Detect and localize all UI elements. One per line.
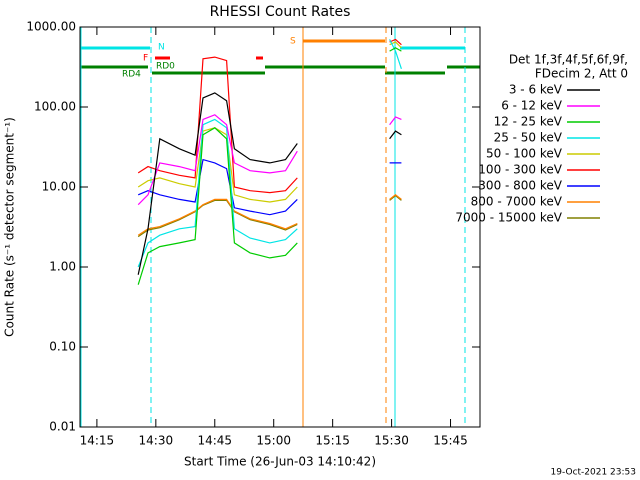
series-line: [137, 38, 402, 194]
series-line: [137, 92, 402, 275]
flag-label: F: [143, 54, 148, 64]
y-tick-label: 10.00: [42, 180, 76, 194]
x-axis-label: Start Time (26-Jun-03 14:10:42): [184, 455, 376, 469]
legend-label: 12 - 25 keV: [494, 115, 563, 129]
series-line: [137, 194, 402, 236]
series-line: [137, 158, 402, 216]
legend-label: 7000 - 15000 keV: [455, 211, 562, 225]
legend-label: 300 - 800 keV: [478, 179, 562, 193]
legend-label: 6 - 12 keV: [501, 99, 563, 113]
y-tick-label: 1000.00: [26, 20, 76, 34]
legend-label: 25 - 50 keV: [494, 131, 563, 145]
series-line: [137, 114, 402, 206]
flag-label: N: [158, 43, 165, 53]
flag-label: RD4: [122, 70, 141, 80]
series-line: [137, 47, 402, 285]
y-tick-label: 0.10: [49, 340, 76, 354]
y-tick-label: 1.00: [49, 260, 76, 274]
footer: 19-Oct-2021 23:53: [551, 468, 636, 478]
legend-title: FDecim 2, Att 0: [535, 67, 628, 81]
y-tick-label: 100.00: [34, 100, 76, 114]
flag-label: RD0: [156, 62, 175, 72]
legend-label: 50 - 100 keV: [486, 147, 563, 161]
chart-title: RHESSI Count Rates: [210, 4, 351, 20]
flags: [80, 27, 480, 427]
series-line: [137, 39, 402, 268]
x-tick-label: 15:15: [315, 434, 350, 448]
x-tick-label: 14:30: [139, 434, 174, 448]
flag-label: S: [290, 37, 296, 47]
plot-frame: [79, 26, 481, 428]
y-tick-label: 0.01: [49, 420, 76, 434]
x-tick-label: 15:00: [256, 434, 291, 448]
x-tick-label: 15:30: [374, 434, 409, 448]
y-axis-label: Count Rate (s⁻¹ detector segment⁻¹): [3, 117, 17, 337]
legend-label: 800 - 7000 keV: [471, 195, 563, 209]
x-tick-label: 15:45: [433, 434, 468, 448]
legend-label: 3 - 6 keV: [509, 83, 563, 97]
x-tick-label: 14:15: [80, 434, 115, 448]
legend-title: Det 1f,3f,4f,5f,6f,9f,: [509, 53, 628, 67]
x-tick-label: 14:45: [197, 434, 232, 448]
series-line: [137, 194, 402, 238]
legend-label: 100 - 300 keV: [478, 163, 562, 177]
